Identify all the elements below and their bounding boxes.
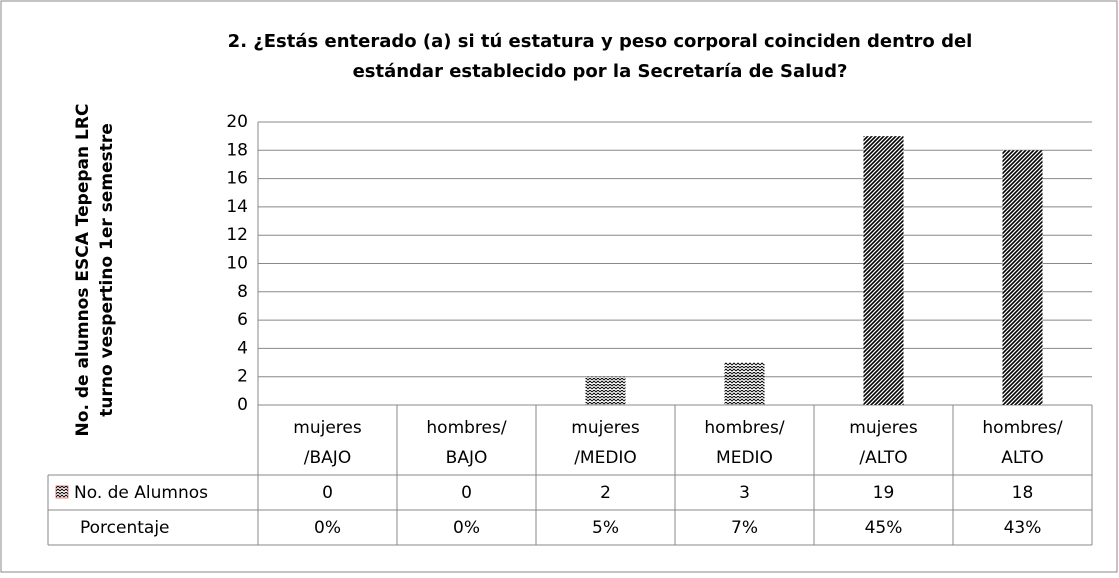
table-value: 19 (873, 483, 895, 503)
y-tick-label: 0 (237, 395, 248, 415)
table-value: 0% (314, 518, 341, 538)
legend-entry: No. de Alumnos (74, 483, 208, 503)
table-value: 43% (1004, 518, 1042, 538)
table-value: 0 (461, 483, 472, 503)
x-tick-label: hombres/ALTO (982, 418, 1062, 468)
table-value: 5% (592, 518, 619, 538)
y-tick-label: 14 (226, 197, 248, 217)
table-value: 7% (731, 518, 758, 538)
bar (863, 136, 904, 405)
y-tick-label: 10 (226, 254, 248, 274)
y-tick-label: 6 (237, 310, 248, 330)
chart-title: 2. ¿Estás enterado (a) si tú estatura y … (228, 31, 973, 82)
table-value: 3 (739, 483, 750, 503)
x-tick-label: mujeres/ALTO (849, 418, 918, 468)
row-label: Porcentaje (80, 518, 170, 538)
y-tick-label: 18 (226, 140, 248, 160)
y-tick-label: 4 (237, 338, 248, 358)
bar (724, 362, 765, 405)
y-tick-label: 16 (226, 169, 248, 189)
bar (585, 376, 626, 405)
y-tick-label: 20 (226, 112, 248, 132)
x-tick-label: hombres/MEDIO (704, 418, 784, 468)
table-value: 18 (1012, 483, 1034, 503)
x-tick-label: mujeres/MEDIO (571, 418, 640, 468)
table-value: 0 (322, 483, 333, 503)
table-value: 0% (453, 518, 480, 538)
x-tick-label: hombres/BAJO (426, 418, 506, 468)
table-value: 45% (865, 518, 903, 538)
y-axis-title: No. de alumnos ESCA Tepepan LRC turno ves… (73, 104, 117, 437)
legend-key (55, 485, 69, 499)
x-tick-label: mujeres/BAJO (293, 418, 362, 468)
bar (1002, 150, 1043, 405)
y-tick-label: 8 (237, 282, 248, 302)
table-value: 2 (600, 483, 611, 503)
y-tick-label: 2 (237, 367, 248, 387)
y-tick-label: 12 (226, 225, 248, 245)
